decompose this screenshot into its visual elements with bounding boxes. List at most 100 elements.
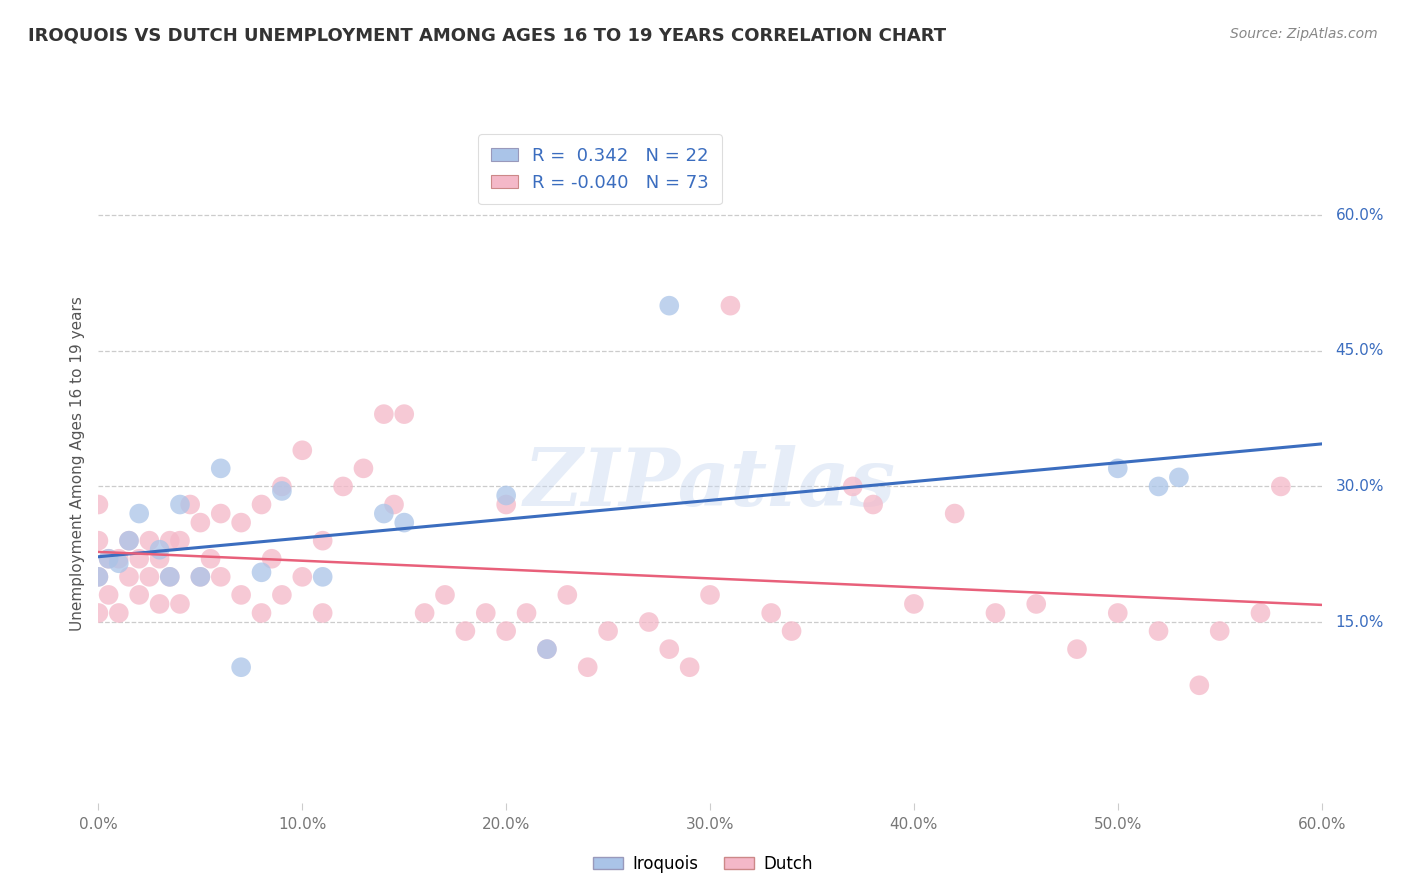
Point	[718, 299, 742, 313]
Point	[231, 588, 253, 602]
Point	[209, 461, 232, 475]
Point	[87, 570, 110, 584]
Point	[87, 570, 110, 584]
Point	[108, 551, 131, 566]
Point	[270, 588, 294, 602]
Point	[312, 533, 335, 548]
Point	[97, 588, 120, 602]
Point	[179, 498, 201, 512]
Point	[169, 498, 191, 512]
Point	[159, 570, 181, 584]
Point	[138, 533, 160, 548]
Point	[118, 570, 141, 584]
Point	[862, 498, 884, 512]
Point	[454, 624, 477, 638]
Point	[474, 606, 498, 620]
Point	[108, 556, 131, 570]
Point	[159, 570, 181, 584]
Point	[1147, 479, 1170, 493]
Legend: Iroquois, Dutch: Iroquois, Dutch	[586, 848, 820, 880]
Point	[495, 488, 517, 502]
Point	[984, 606, 1007, 620]
Point	[270, 483, 294, 498]
Point	[87, 498, 110, 512]
Point	[87, 606, 110, 620]
Point	[679, 660, 702, 674]
Text: 60.0%: 60.0%	[1336, 208, 1384, 223]
Point	[118, 533, 141, 548]
Point	[1107, 461, 1129, 475]
Point	[169, 597, 191, 611]
Text: 45.0%: 45.0%	[1336, 343, 1384, 359]
Point	[1167, 470, 1189, 484]
Point	[413, 606, 436, 620]
Point	[373, 507, 395, 521]
Point	[1066, 642, 1088, 657]
Point	[149, 551, 172, 566]
Point	[149, 597, 172, 611]
Point	[759, 606, 782, 620]
Point	[536, 642, 558, 657]
Point	[1208, 624, 1232, 638]
Point	[1249, 606, 1271, 620]
Point	[260, 551, 283, 566]
Point	[312, 570, 335, 584]
Point	[1025, 597, 1047, 611]
Point	[1107, 606, 1129, 620]
Point	[576, 660, 599, 674]
Point	[555, 588, 579, 602]
Legend: R =  0.342   N = 22, R = -0.040   N = 73: R = 0.342 N = 22, R = -0.040 N = 73	[478, 134, 721, 204]
Point	[291, 443, 314, 458]
Point	[250, 566, 273, 580]
Point	[118, 533, 141, 548]
Text: IROQUOIS VS DUTCH UNEMPLOYMENT AMONG AGES 16 TO 19 YEARS CORRELATION CHART: IROQUOIS VS DUTCH UNEMPLOYMENT AMONG AGE…	[28, 27, 946, 45]
Point	[87, 533, 110, 548]
Point	[1147, 624, 1170, 638]
Point	[209, 507, 232, 521]
Point	[291, 570, 314, 584]
Y-axis label: Unemployment Among Ages 16 to 19 years: Unemployment Among Ages 16 to 19 years	[69, 296, 84, 632]
Point	[128, 588, 150, 602]
Text: 15.0%: 15.0%	[1336, 615, 1384, 630]
Point	[495, 624, 517, 638]
Text: ZIPatlas: ZIPatlas	[524, 445, 896, 523]
Point	[596, 624, 619, 638]
Point	[188, 570, 212, 584]
Point	[332, 479, 354, 493]
Point	[108, 606, 131, 620]
Point	[699, 588, 721, 602]
Point	[352, 461, 374, 475]
Point	[250, 498, 273, 512]
Point	[250, 606, 273, 620]
Point	[97, 551, 120, 566]
Point	[495, 498, 517, 512]
Point	[1270, 479, 1292, 493]
Point	[392, 516, 416, 530]
Point	[159, 533, 181, 548]
Point	[312, 606, 335, 620]
Point	[841, 479, 863, 493]
Point	[637, 615, 661, 629]
Point	[200, 551, 222, 566]
Point	[373, 407, 395, 421]
Point	[658, 299, 681, 313]
Text: Source: ZipAtlas.com: Source: ZipAtlas.com	[1230, 27, 1378, 41]
Point	[903, 597, 925, 611]
Point	[943, 507, 966, 521]
Point	[392, 407, 416, 421]
Point	[1188, 678, 1211, 692]
Point	[536, 642, 558, 657]
Point	[128, 507, 150, 521]
Point	[149, 542, 172, 557]
Point	[231, 660, 253, 674]
Point	[516, 606, 538, 620]
Point	[128, 551, 150, 566]
Point	[209, 570, 232, 584]
Point	[97, 551, 120, 566]
Point	[188, 516, 212, 530]
Point	[169, 533, 191, 548]
Point	[138, 570, 160, 584]
Point	[270, 479, 294, 493]
Point	[433, 588, 456, 602]
Point	[780, 624, 803, 638]
